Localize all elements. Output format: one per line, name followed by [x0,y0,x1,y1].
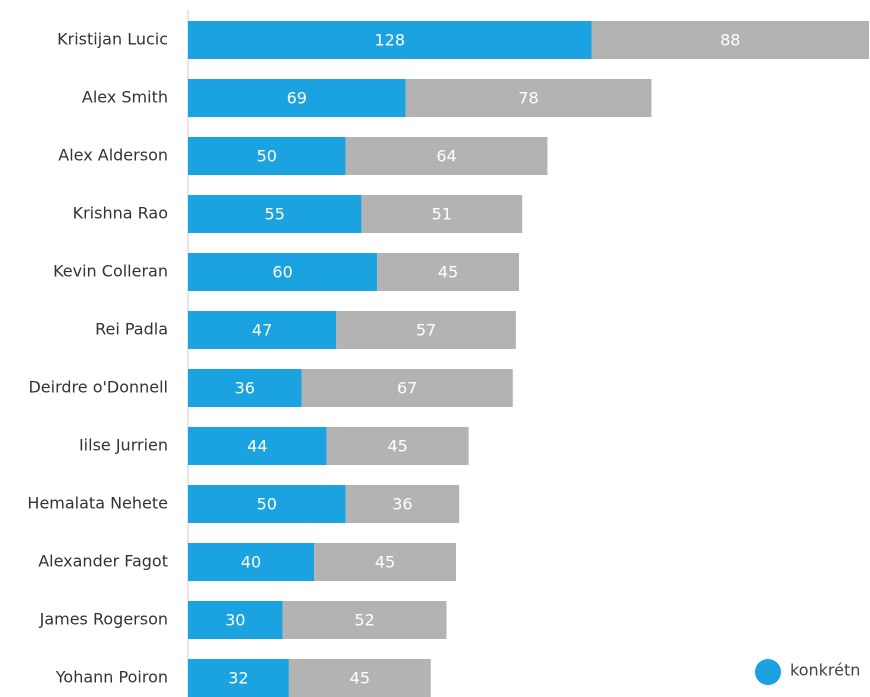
value-label: 69 [287,89,307,108]
value-label: 88 [720,31,740,50]
value-label: 52 [354,611,374,630]
category-label: Yohann Poiron [55,668,168,687]
bar-segment [301,369,513,407]
bar-segment [188,485,346,523]
bar-segment [591,21,869,59]
bar-segment [188,137,346,175]
category-label: Deirdre o'Donnell [28,378,168,397]
category-label: Kristijan Lucic [57,30,168,49]
value-label: 36 [392,495,412,514]
value-label: 67 [397,379,417,398]
bar-segment [188,21,592,59]
category-label: Alex Smith [82,88,168,107]
value-label: 45 [438,263,458,282]
category-label: Alex Alderson [58,146,168,165]
value-label: 60 [272,263,292,282]
bar-segment [188,659,289,697]
value-label: 51 [432,205,452,224]
bar-segment [405,79,652,117]
value-label: 47 [252,321,272,340]
category-label: Rei Padla [95,320,168,339]
bar-segment [336,311,516,349]
bar-segment [314,543,456,581]
bar-segment [326,427,469,465]
value-label: 40 [241,553,261,572]
bar-segment [188,311,337,349]
value-label: 55 [265,205,285,224]
category-label: Alexander Fagot [38,552,168,571]
bar-segment [188,253,378,291]
bar-segment [345,137,548,175]
bar-segment [288,659,431,697]
bar-segment [361,195,523,233]
value-label: 57 [416,321,436,340]
category-label: Iilse Jurrien [79,436,168,455]
value-label: 32 [228,669,248,688]
bar-segment [188,601,283,639]
value-label: 50 [257,147,277,166]
bar-segment [188,79,406,117]
value-label: 45 [350,669,370,688]
value-label: 36 [235,379,255,398]
value-label: 50 [257,495,277,514]
category-label: Krishna Rao [73,204,168,223]
bar-segment [377,253,520,291]
value-label: 45 [375,553,395,572]
bar-segment [188,543,315,581]
bar-segment [188,369,302,407]
bar-segment [282,601,447,639]
category-label: James Rogerson [39,610,168,629]
legend-marker [755,659,781,685]
category-label: Hemalata Nehete [27,494,168,513]
value-label: 64 [436,147,456,166]
value-label: 128 [375,31,406,50]
bar-segment [188,427,327,465]
legend-label: konkrétn [790,661,860,680]
category-label: Kevin Colleran [53,262,168,281]
bar-segment [345,485,460,523]
value-label: 30 [225,611,245,630]
value-label: 44 [247,437,267,456]
bar-segment [188,195,362,233]
value-label: 78 [518,89,538,108]
value-label: 45 [387,437,407,456]
